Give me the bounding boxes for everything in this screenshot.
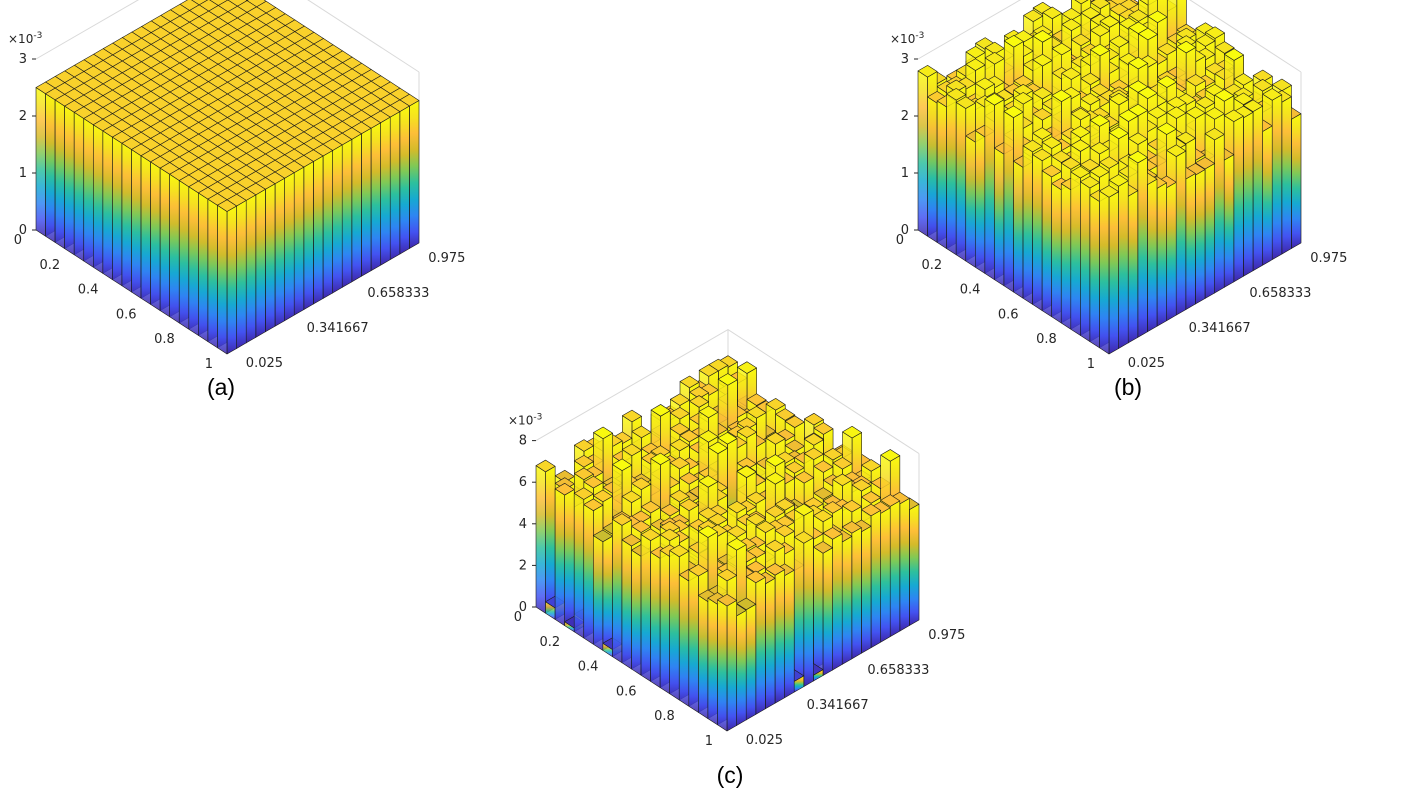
x-tick-label: 0.341667 (1189, 321, 1251, 336)
x-tick-label: 0.975 (928, 628, 965, 643)
z-tick-label: 6 (519, 475, 527, 490)
y-tick-label: 0.8 (1036, 332, 1057, 347)
bar3-chart-a: 0 1 2 3 ×10-3 0 0.2 0.4 0.6 0.8 1 0.025 0.341667 0.65… (8, 0, 465, 372)
z-tick-label: 1 (901, 166, 909, 181)
z-tick-label: 0 (519, 600, 527, 615)
z-tick-label: 1 (19, 166, 27, 181)
x-tick-label: 0.341667 (807, 698, 869, 713)
y-tick-label: 0 (896, 233, 904, 248)
y-tick-label: 0.4 (78, 283, 99, 298)
z-exponent-label: ×10-3 (508, 413, 542, 428)
bar (535, 459, 556, 614)
bar3-chart-b: 0 1 2 3 ×10-3 0 0.2 0.4 0.6 0.8 1 0.025 0.341667 0.65… (890, 0, 1347, 372)
y-tick-label: 0.6 (116, 307, 137, 322)
panel-label-a: (a) (207, 374, 235, 400)
y-tick-label: 0.2 (40, 258, 61, 273)
x-tick-label: 0.025 (246, 356, 283, 371)
z-tick-label: 0 (901, 223, 909, 238)
z-tick-label: 3 (19, 52, 27, 67)
z-exponent-label: ×10-3 (890, 31, 924, 46)
y-tick-label: 0.2 (922, 258, 943, 273)
bar (554, 483, 575, 626)
x-tick-label: 0.025 (1128, 356, 1165, 371)
z-exponent-label: ×10-3 (8, 31, 42, 46)
x-tick-label: 0.025 (746, 733, 783, 748)
z-tick-label: 2 (19, 109, 27, 124)
bar3-chart-c: 0 2 4 6 8 ×10-3 0 0.2 0.4 0.6 0.8 1 0.025 0.341667 0.6… (508, 329, 965, 749)
x-tick-label: 0.658333 (1249, 286, 1311, 301)
y-tick-label: 0.2 (540, 635, 561, 650)
y-tick-label: 0.8 (654, 709, 675, 724)
z-tick-label: 8 (519, 434, 527, 449)
y-tick-label: 0.6 (616, 684, 637, 699)
y-tick-label: 0.8 (154, 332, 175, 347)
x-tick-label: 0.341667 (307, 321, 369, 336)
bar (717, 593, 737, 732)
z-tick-label: 4 (519, 517, 527, 532)
panel-label-c: (c) (717, 762, 744, 788)
bar (1099, 185, 1119, 355)
y-tick-label: 0 (514, 610, 522, 625)
x-tick-label: 0.658333 (367, 286, 429, 301)
x-tick-label: 0.975 (1310, 251, 1347, 266)
z-tick-label: 2 (519, 558, 527, 573)
x-tick-label: 0.658333 (867, 663, 929, 678)
bar (217, 199, 237, 355)
y-tick-label: 0.6 (998, 307, 1019, 322)
y-tick-label: 1 (205, 357, 213, 372)
bar (592, 529, 613, 651)
y-tick-label: 1 (705, 734, 713, 749)
bar (813, 541, 833, 676)
y-tick-label: 1 (1087, 357, 1095, 372)
z-tick-label: 0 (19, 223, 27, 238)
x-tick-label: 0.975 (428, 251, 465, 266)
panel-label-b: (b) (1114, 374, 1142, 400)
bar (793, 531, 814, 687)
y-tick-label: 0.4 (578, 660, 599, 675)
y-tick-label: 0.4 (960, 283, 981, 298)
z-tick-label: 2 (901, 109, 909, 124)
z-tick-label: 3 (901, 52, 909, 67)
y-tick-label: 0 (14, 233, 22, 248)
